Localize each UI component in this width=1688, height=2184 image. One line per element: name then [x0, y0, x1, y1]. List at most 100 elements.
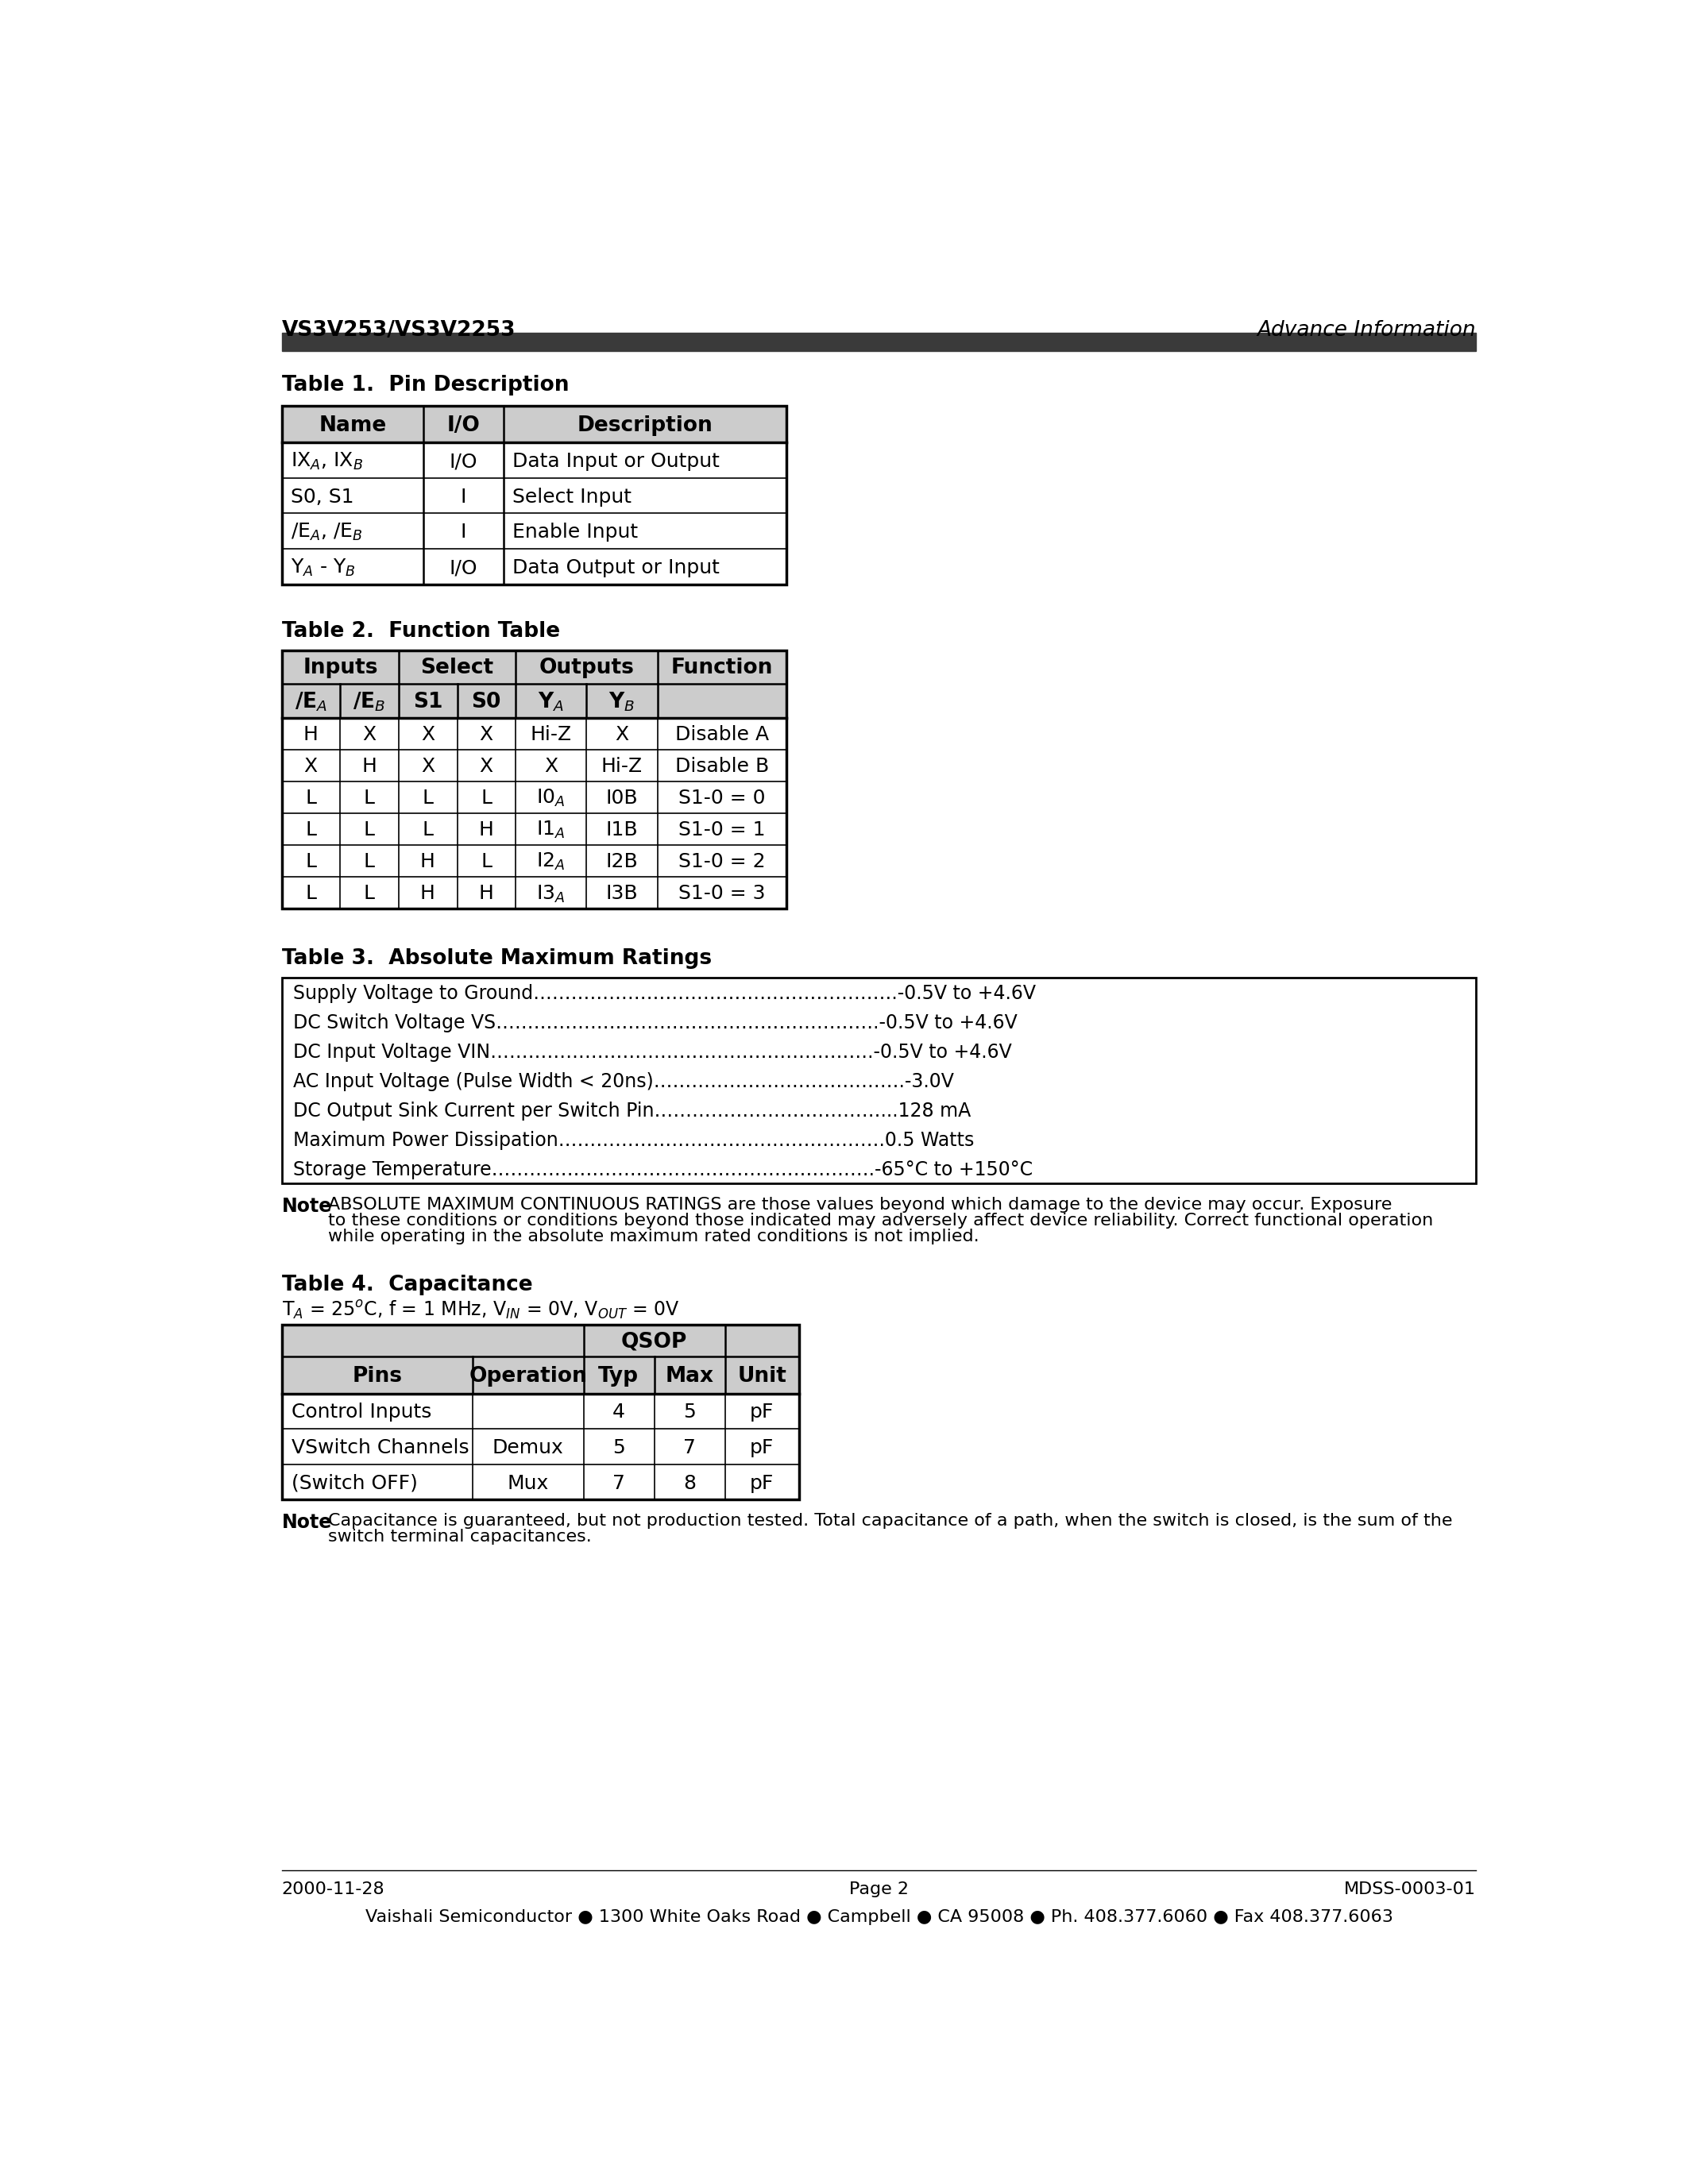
- Bar: [282, 1326, 798, 1356]
- Bar: [282, 406, 787, 443]
- Text: Mux: Mux: [508, 1474, 549, 1494]
- Bar: [282, 978, 1475, 1184]
- Text: L: L: [481, 788, 491, 808]
- Text: I1$_A$: I1$_A$: [537, 819, 565, 841]
- Text: /E$_B$: /E$_B$: [353, 690, 385, 714]
- Text: X: X: [614, 725, 628, 745]
- Text: Disable A: Disable A: [675, 725, 770, 745]
- Bar: [282, 684, 787, 719]
- Text: Vaishali Semiconductor ● 1300 White Oaks Road ● Campbell ● CA 95008 ● Ph. 408.37: Vaishali Semiconductor ● 1300 White Oaks…: [365, 1909, 1393, 1924]
- Text: MDSS-0003-01: MDSS-0003-01: [1344, 1880, 1475, 1898]
- Text: Data Output or Input: Data Output or Input: [511, 559, 719, 577]
- Text: I: I: [461, 522, 466, 542]
- Text: ABSOLUTE MAXIMUM CONTINUOUS RATINGS are those values beyond which damage to the : ABSOLUTE MAXIMUM CONTINUOUS RATINGS are …: [327, 1197, 1393, 1212]
- Text: Typ: Typ: [598, 1365, 638, 1387]
- Text: L: L: [306, 788, 316, 808]
- Text: H: H: [304, 725, 319, 745]
- Text: S1-0 = 3: S1-0 = 3: [679, 885, 765, 904]
- Text: X: X: [479, 725, 493, 745]
- Text: Note: Note: [282, 1514, 333, 1533]
- Text: pF: pF: [749, 1439, 775, 1457]
- Text: IX$_A$, IX$_B$: IX$_A$, IX$_B$: [290, 452, 363, 472]
- Text: Note: Note: [282, 1197, 333, 1216]
- Text: VSwitch Channels: VSwitch Channels: [292, 1439, 469, 1457]
- Text: I/O: I/O: [449, 452, 478, 472]
- Text: DC Switch Voltage VS…………………………………………………….-0.5V to +4.6V: DC Switch Voltage VS………………………………………………………: [294, 1013, 1018, 1033]
- Text: DC Output Sink Current per Switch Pin………………………………...128 mA: DC Output Sink Current per Switch Pin…………: [294, 1101, 971, 1120]
- Text: I2B: I2B: [606, 852, 638, 871]
- Text: L: L: [481, 852, 491, 871]
- Text: Select Input: Select Input: [511, 487, 631, 507]
- Text: I/O: I/O: [447, 415, 479, 437]
- Text: I1B: I1B: [606, 821, 638, 839]
- Bar: [282, 332, 1475, 352]
- Text: Operation: Operation: [469, 1365, 587, 1387]
- Text: Inputs: Inputs: [302, 657, 378, 679]
- Text: Maximum Power Dissipation…………………………………………….0.5 Watts: Maximum Power Dissipation…………………………………………: [294, 1131, 974, 1149]
- Text: I3$_A$: I3$_A$: [537, 882, 565, 904]
- Text: Storage Temperature…………………………………………………….-65°C to +150°C: Storage Temperature…………………………………………………….…: [294, 1160, 1033, 1179]
- Text: S1: S1: [414, 692, 442, 712]
- Bar: [282, 651, 787, 684]
- Text: L: L: [422, 821, 434, 839]
- Text: Table 1.  Pin Description: Table 1. Pin Description: [282, 376, 569, 395]
- Text: Hi-Z: Hi-Z: [601, 758, 643, 775]
- Text: Y$_B$: Y$_B$: [608, 690, 635, 714]
- Text: 7: 7: [613, 1474, 625, 1494]
- Text: H: H: [420, 852, 436, 871]
- Text: Capacitance is guaranteed, but not production tested. Total capacitance of a pat: Capacitance is guaranteed, but not produ…: [327, 1514, 1452, 1529]
- Text: 2000-11-28: 2000-11-28: [282, 1880, 385, 1898]
- Text: while operating in the absolute maximum rated conditions is not implied.: while operating in the absolute maximum …: [327, 1227, 979, 1245]
- Text: L: L: [422, 788, 434, 808]
- Text: switch terminal capacitances.: switch terminal capacitances.: [327, 1529, 591, 1544]
- Text: H: H: [420, 885, 436, 904]
- Text: S0, S1: S0, S1: [290, 487, 353, 507]
- Text: (Switch OFF): (Switch OFF): [292, 1474, 419, 1494]
- Text: X: X: [420, 758, 434, 775]
- Text: L: L: [363, 821, 375, 839]
- Text: I0B: I0B: [606, 788, 638, 808]
- Text: 8: 8: [684, 1474, 695, 1494]
- Text: Pins: Pins: [353, 1365, 402, 1387]
- Text: Max: Max: [665, 1365, 714, 1387]
- Text: DC Input Voltage VIN…………………………………………………….-0.5V to +4.6V: DC Input Voltage VIN………………………………………………………: [294, 1042, 1011, 1061]
- Text: Description: Description: [577, 415, 712, 437]
- Text: Hi-Z: Hi-Z: [530, 725, 572, 745]
- Text: I3B: I3B: [606, 885, 638, 904]
- Text: X: X: [420, 725, 434, 745]
- Text: H: H: [361, 758, 376, 775]
- Text: VS3V253/VS3V2253: VS3V253/VS3V2253: [282, 321, 517, 341]
- Text: Y$_A$: Y$_A$: [538, 690, 564, 714]
- Text: H: H: [479, 821, 493, 839]
- Text: Supply Voltage to Ground………………………………………………….-0.5V to +4.6V: Supply Voltage to Ground……………………………………………: [294, 985, 1036, 1002]
- Text: Data Input or Output: Data Input or Output: [511, 452, 719, 472]
- Text: I2$_A$: I2$_A$: [537, 852, 565, 871]
- Text: pF: pF: [749, 1402, 775, 1422]
- Text: I/O: I/O: [449, 559, 478, 577]
- Text: 7: 7: [684, 1439, 695, 1457]
- Text: Y$_A$ - Y$_B$: Y$_A$ - Y$_B$: [290, 557, 354, 579]
- Text: S0: S0: [471, 692, 501, 712]
- Text: QSOP: QSOP: [621, 1332, 687, 1352]
- Text: X: X: [479, 758, 493, 775]
- Text: L: L: [363, 852, 375, 871]
- Text: X: X: [363, 725, 376, 745]
- Text: 5: 5: [684, 1402, 695, 1422]
- Text: 5: 5: [613, 1439, 625, 1457]
- Text: L: L: [306, 852, 316, 871]
- Text: S1-0 = 2: S1-0 = 2: [679, 852, 766, 871]
- Text: S1-0 = 0: S1-0 = 0: [679, 788, 765, 808]
- Text: Function: Function: [672, 657, 773, 679]
- Text: L: L: [306, 885, 316, 904]
- Bar: [282, 651, 787, 909]
- Text: L: L: [306, 821, 316, 839]
- Text: X: X: [544, 758, 557, 775]
- Text: Disable B: Disable B: [675, 758, 770, 775]
- Text: /E$_A$, /E$_B$: /E$_A$, /E$_B$: [290, 522, 363, 544]
- Bar: [282, 1326, 798, 1500]
- Text: Table 2.  Function Table: Table 2. Function Table: [282, 620, 560, 642]
- Text: Advance Information: Advance Information: [1258, 321, 1475, 341]
- Text: I0$_A$: I0$_A$: [537, 788, 565, 808]
- Text: Name: Name: [319, 415, 387, 437]
- Bar: [282, 1356, 798, 1393]
